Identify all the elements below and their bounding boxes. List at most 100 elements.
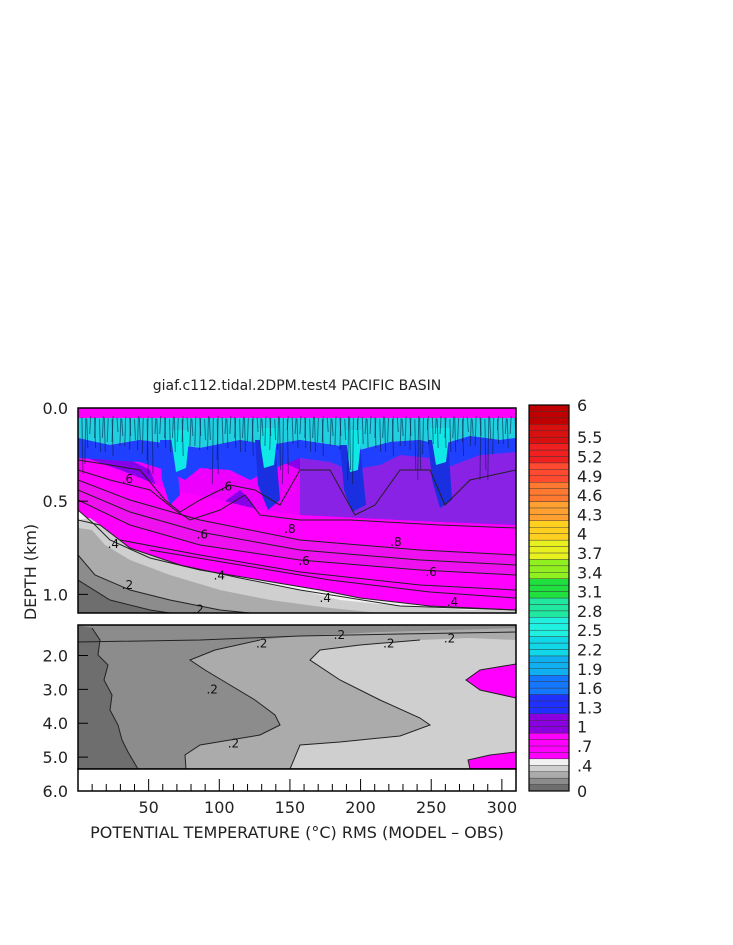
colorbar-swatch [528,469,570,476]
lower-magenta-patch-1 [466,664,516,698]
colorbar-swatch [528,784,570,792]
contour-label: .6 [298,554,309,568]
colorbar-swatch [528,687,570,695]
lower-darkest-region [78,625,138,769]
colorbar-label: 1 [577,718,587,737]
colorbar-label: 1.3 [577,698,602,717]
y-tick-label: 0.5 [43,492,68,511]
colorbar-swatch [528,617,570,624]
y-tick-label: 1.0 [43,585,68,604]
upper-contour-lines [78,459,516,613]
colorbar-swatch [528,597,570,605]
colorbar [528,404,570,792]
colorbar-swatch [528,404,570,412]
surface-contour-hatching [78,415,516,485]
colorbar-swatch [528,552,570,560]
colorbar-swatch [528,584,570,592]
colorbar-swatch [528,591,570,599]
colorbar-swatch [528,559,570,567]
colorbar-swatch [528,456,570,464]
colorbar-label: 5.5 [577,428,602,447]
colorbar-swatch [528,694,570,702]
colorbar-swatch [528,514,570,521]
lower-magenta-patch-2 [468,752,516,769]
colorbar-swatch [528,604,570,612]
colorbar-swatch [528,745,570,753]
y-tick-label: 4.0 [43,714,68,733]
lower-darkgrey-region [78,625,516,769]
colorbar-label: .4 [577,756,592,775]
colorbar-swatch [528,662,570,669]
surface-magenta-strip [78,408,516,418]
contour-label: .2 [334,628,345,642]
colorbar-labels: 65.55.24.94.64.343.73.43.12.82.52.21.91.… [577,396,602,801]
colorbar-swatch [528,494,570,502]
colorbar-swatch [528,655,570,663]
colorbar-label: 5.2 [577,447,602,466]
upper-contour-labels: .6 .6 .4 .2 .6 .8 .6 .4 .2 .4 .8 .6 .4 [108,472,459,616]
colorbar-swatch [528,739,570,747]
y-tick-label: 3.0 [43,680,68,699]
colorbar-swatch [528,417,570,425]
colorbar-swatch [528,675,570,682]
contour-label: .2 [122,578,133,592]
colorbar-swatch [528,411,570,419]
x-tick-label: 300 [487,798,518,817]
colorbar-label: 3.4 [577,563,602,582]
colorbar-label: 2.8 [577,602,602,621]
x-tick-label: 50 [138,798,158,817]
upper-magenta-shade [78,480,516,575]
contour-label: .4 [214,569,225,583]
x-axis-ticks: 50 100 150 200 250 300 [91,779,518,817]
plume-cyan-3 [345,430,362,472]
y-axis-label: DEPTH (km) [21,524,40,620]
colorbar-swatch [528,732,570,740]
colorbar-swatch [528,578,570,586]
lower-contour-labels: .2 .2 .2 .2 .2 .2 [206,628,455,750]
contour-label: .2 [192,602,203,616]
colorbar-swatch [528,462,570,470]
colorbar-swatch [528,752,570,760]
colorbar-swatch [528,700,570,708]
upper-darkgrey-band [78,528,380,613]
colorbar-label: 2.5 [577,621,602,640]
contour-label: .4 [320,591,331,605]
colorbar-swatch [528,539,570,547]
upper-frame [77,407,517,614]
colorbar-swatch [528,642,570,650]
contour-label: .2 [383,637,394,651]
colorbar-label: 3.7 [577,544,602,563]
colorbar-swatch [528,565,570,573]
colorbar-label: 4.6 [577,486,602,505]
colorbar-swatch [528,572,570,579]
colorbar-swatch [528,436,570,444]
contour-label: .6 [197,528,208,542]
colorbar-swatch [528,507,570,515]
colorbar-label: 6 [577,396,587,415]
x-axis-frame [77,768,517,792]
x-tick-label: 250 [416,798,447,817]
contour-label: .8 [390,535,401,549]
y-axis-ticks: 0.0 0.5 1.0 2.0 3.0 4.0 5.0 6.0 [43,399,88,801]
y-tick-label: 5.0 [43,748,68,767]
x-tick-label: 200 [345,798,376,817]
x-axis-label: POTENTIAL TEMPERATURE (°C) RMS (MODEL – … [90,823,504,842]
colorbar-swatch [528,482,570,489]
contour-label: .2 [444,632,455,646]
colorbar-swatch [528,546,570,554]
lower-panel [78,625,516,769]
colorbar-swatch [528,636,570,644]
colorbar-label: 4 [577,525,587,544]
colorbar-swatch [528,726,570,734]
contour-label: .2 [228,737,239,751]
colorbar-label: 4.9 [577,467,602,486]
colorbar-label: 1.6 [577,679,602,698]
contour-label: .2 [206,682,217,696]
colorbar-swatch [528,758,570,766]
contour-label: .6 [425,565,436,579]
upper-deepgrey-band [78,555,250,613]
colorbar-swatch [528,765,570,772]
colorbar-swatch [528,771,570,779]
colorbar-swatch [528,533,570,541]
